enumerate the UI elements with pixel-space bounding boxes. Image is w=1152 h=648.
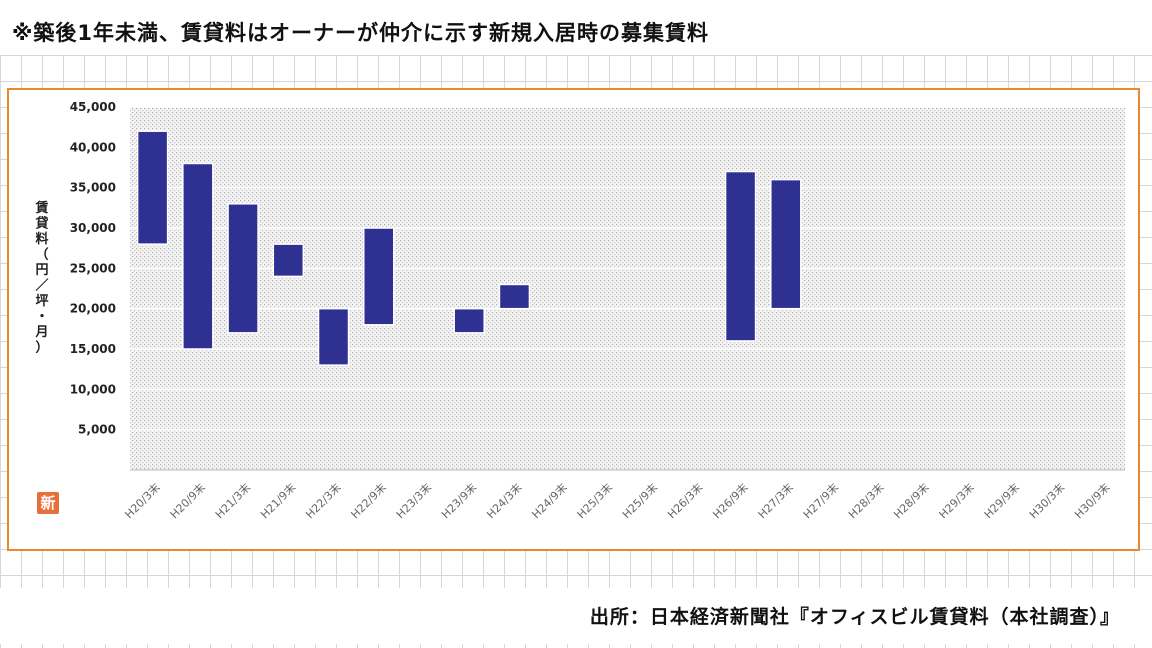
x-tick-label: H23/9末: [438, 480, 479, 521]
x-tick-label: H25/3末: [574, 480, 615, 521]
y-tick-label: 25,000: [70, 261, 116, 275]
x-tick-label: H23/3末: [393, 480, 434, 521]
range-bar: [272, 243, 305, 278]
range-bar: [453, 307, 485, 334]
y-tick-label: 35,000: [70, 181, 116, 195]
x-tick-label: H28/3末: [845, 480, 886, 521]
x-tick-label: H24/9末: [529, 480, 570, 521]
y-tick-label: 30,000: [70, 221, 116, 235]
x-tick-label: H25/9末: [619, 480, 660, 521]
x-tick-label: H29/9末: [981, 480, 1022, 521]
x-tick-label: H24/3末: [484, 480, 525, 521]
x-tick-label: H20/9末: [167, 480, 208, 521]
y-tick-label: 10,000: [70, 382, 116, 396]
range-bar: [363, 227, 395, 326]
x-tick-label: H27/3末: [755, 480, 796, 521]
y-tick-label: 20,000: [70, 302, 116, 316]
x-tick-label: H21/9末: [257, 480, 298, 521]
y-tick-label: 45,000: [70, 100, 116, 114]
x-tick-label: H29/3末: [936, 480, 977, 521]
y-axis-label: 賃貸料（円／坪・月）: [34, 200, 48, 356]
nikkei-badge: 新: [37, 492, 59, 514]
x-tick-label: H30/9末: [1072, 480, 1113, 521]
y-tick-label: 5,000: [78, 423, 116, 437]
x-tick-label: H27/9末: [800, 480, 841, 521]
plot-area: [130, 107, 1125, 470]
x-tick-label: H28/9末: [891, 480, 932, 521]
range-bar: [770, 178, 802, 310]
range-bar: [724, 170, 757, 342]
source-text: 出所：日本経済新聞社『オフィスビル賃貸料（本社調査）』: [589, 606, 1120, 628]
chart-note: ※築後1年未満、賃貸料はオーナーが仲介に示す新規入居時の募集賃料: [12, 14, 1140, 52]
x-tick-label: H30/3末: [1026, 480, 1067, 521]
x-tick-label: H22/3末: [303, 480, 344, 521]
range-bar: [498, 283, 531, 310]
x-tick-label: H20/3末: [122, 480, 163, 521]
source-caption: 出所：日本経済新聞社『オフィスビル賃貸料（本社調査）』: [0, 588, 1152, 644]
range-bar: [317, 307, 350, 366]
range-bar: [136, 130, 169, 245]
x-tick-label: H26/9末: [710, 480, 751, 521]
x-tick-label: H26/3末: [664, 480, 705, 521]
x-tick-label: H21/3末: [212, 480, 253, 521]
range-bar: [227, 203, 259, 334]
y-tick-label: 40,000: [70, 140, 116, 154]
x-tick-label: H22/9末: [348, 480, 389, 521]
range-bar: [182, 162, 214, 350]
y-tick-label: 15,000: [70, 342, 116, 356]
